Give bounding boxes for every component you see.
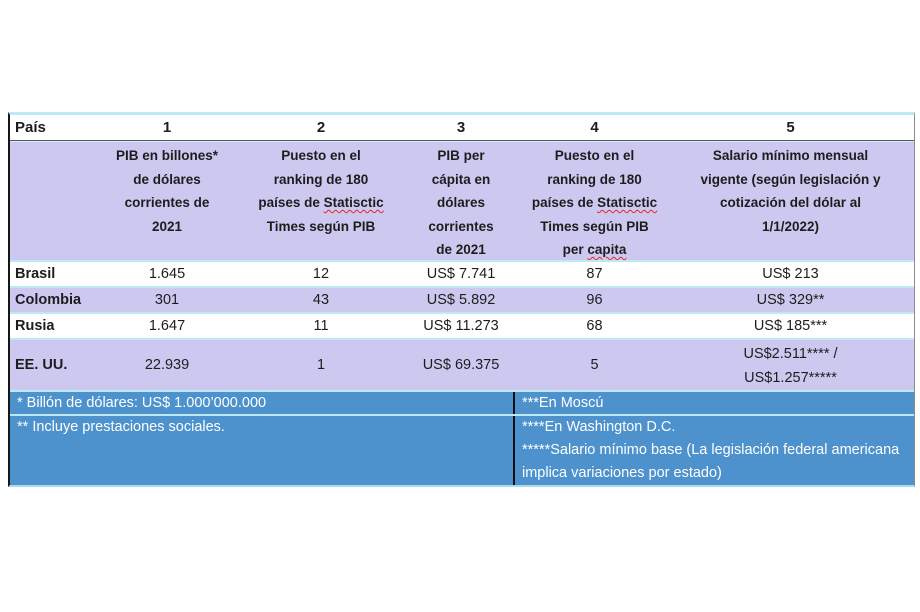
- table-row-colombia: Colombia 301 43 US$ 5.892 96 US$ 329**: [10, 288, 914, 314]
- table-row-brasil: Brasil 1.645 12 US$ 7.741 87 US$ 213: [10, 262, 914, 288]
- desc-line: Salario mínimo mensual: [712, 148, 869, 163]
- misspelled-word: capita: [587, 242, 627, 257]
- country-cell: EE. UU.: [15, 357, 68, 373]
- pib-per-capita-cell: US$ 11.273: [423, 318, 499, 334]
- footnote-prestaciones: ** Incluye prestaciones sociales.: [17, 419, 225, 435]
- desc-line: ranking de 180: [547, 171, 642, 187]
- desc-line: de 2021: [436, 242, 486, 257]
- pib-cell: 301: [154, 292, 180, 308]
- header-pais: País: [15, 119, 46, 136]
- desc-line: 1/1/2022): [761, 218, 820, 234]
- header-col-3: 3: [456, 119, 466, 136]
- footnotes-eeuu-group: ****En Washington D.C. *****Salario míni…: [513, 416, 914, 485]
- pib-cell: 22.939: [144, 357, 190, 373]
- salario-cell: US$2.511**** / US$1.257*****: [667, 340, 914, 390]
- misspelled-word: Statisctic: [323, 195, 384, 210]
- desc-col3-pib-per-capita: PIB per cápita en dólares corrientes de …: [400, 142, 522, 260]
- rank-pib-cell: 43: [312, 292, 330, 308]
- footnotes-row-2: ** Incluye prestaciones sociales. ****En…: [10, 416, 914, 485]
- desc-col4-ranking-per-capita: Puesto en el ranking de 180 países de St…: [522, 142, 667, 260]
- salario-cell: US$ 213: [762, 266, 819, 282]
- desc-line: Puesto en el: [554, 148, 635, 163]
- salario-line-2: US$1.257*****: [744, 370, 837, 386]
- country-cell: Colombia: [15, 292, 82, 308]
- footnotes-row-1: * Billón de dólares: US$ 1.000’000.000 *…: [10, 392, 914, 416]
- desc-line: PIB per: [437, 148, 485, 163]
- salario-cell: US$ 329**: [756, 292, 825, 308]
- country-cell: Rusia: [15, 318, 55, 334]
- rank-per-capita-cell: 87: [586, 266, 603, 282]
- pib-cell: 1.647: [148, 318, 186, 334]
- table-row-rusia: Rusia 1.647 11 US$ 11.273 68 US$ 185***: [10, 314, 914, 340]
- pib-per-capita-cell: US$ 7.741: [426, 266, 496, 282]
- country-cell: Brasil: [15, 266, 56, 282]
- rank-pib-cell: 11: [313, 318, 329, 334]
- footnote-salario-base: *****Salario mínimo base (La legislación…: [522, 442, 900, 481]
- rank-pib-cell: 1: [316, 357, 326, 373]
- pib-per-capita-cell: US$ 69.375: [422, 357, 500, 373]
- desc-line: vigente (según legislación y: [700, 171, 881, 187]
- desc-text: países de: [531, 195, 598, 210]
- pib-salarios-table: País 1 2 3 4 5 PIB en billones* de dólar…: [8, 112, 915, 487]
- salario-cell: US$ 185***: [753, 318, 828, 334]
- desc-col1-pib-billones: PIB en billones* de dólares corrientes d…: [92, 142, 242, 260]
- desc-line: corrientes: [428, 218, 494, 234]
- desc-line: países de Statisctic: [522, 191, 667, 215]
- table-row-eeuu: EE. UU. 22.939 1 US$ 69.375 5 US$2.511**…: [10, 340, 914, 392]
- rank-per-capita-cell: 96: [586, 292, 603, 308]
- desc-line: PIB en billones*: [115, 148, 219, 163]
- header-row: País 1 2 3 4 5: [10, 115, 914, 141]
- desc-text: países de: [258, 195, 324, 210]
- pib-per-capita-cell: US$ 5.892: [426, 292, 496, 308]
- desc-line: Puesto en el: [281, 148, 361, 163]
- desc-col5-salario-minimo: Salario mínimo mensual vigente (según le…: [667, 142, 914, 260]
- footnote-washington: ****En Washington D.C.: [522, 419, 676, 435]
- desc-line: de dólares: [133, 171, 201, 187]
- desc-line: 2021: [151, 218, 183, 234]
- header-col-2: 2: [316, 119, 326, 136]
- desc-line: per capita: [522, 238, 667, 260]
- desc-line: países de Statisctic: [242, 191, 400, 215]
- header-col-5: 5: [786, 119, 795, 136]
- desc-line: corrientes de: [124, 195, 210, 210]
- column-descriptions-row: PIB en billones* de dólares corrientes d…: [10, 141, 914, 262]
- rank-per-capita-cell: 5: [590, 357, 599, 373]
- desc-text: per: [562, 242, 588, 257]
- desc-line: Times según PIB: [540, 218, 649, 234]
- desc-line: Times según PIB: [266, 218, 376, 234]
- misspelled-word: Statisctic: [597, 195, 658, 210]
- footnote-billon: * Billón de dólares: US$ 1.000’000.000: [17, 395, 267, 411]
- rank-per-capita-cell: 68: [586, 318, 603, 334]
- rank-pib-cell: 12: [312, 266, 330, 282]
- desc-line: cápita en: [431, 171, 491, 187]
- pib-cell: 1.645: [148, 266, 186, 282]
- header-col-4: 4: [590, 119, 599, 136]
- header-col-1: 1: [162, 119, 172, 136]
- salario-line-1: US$2.511**** /: [743, 346, 838, 362]
- desc-line: ranking de 180: [273, 171, 369, 187]
- desc-empty-cell: [10, 142, 92, 260]
- desc-line: cotización del dólar al: [719, 195, 862, 210]
- desc-col2-ranking-pib: Puesto en el ranking de 180 países de St…: [242, 142, 400, 260]
- footnote-moscu: ***En Moscú: [513, 392, 914, 414]
- desc-line: dólares: [436, 195, 486, 210]
